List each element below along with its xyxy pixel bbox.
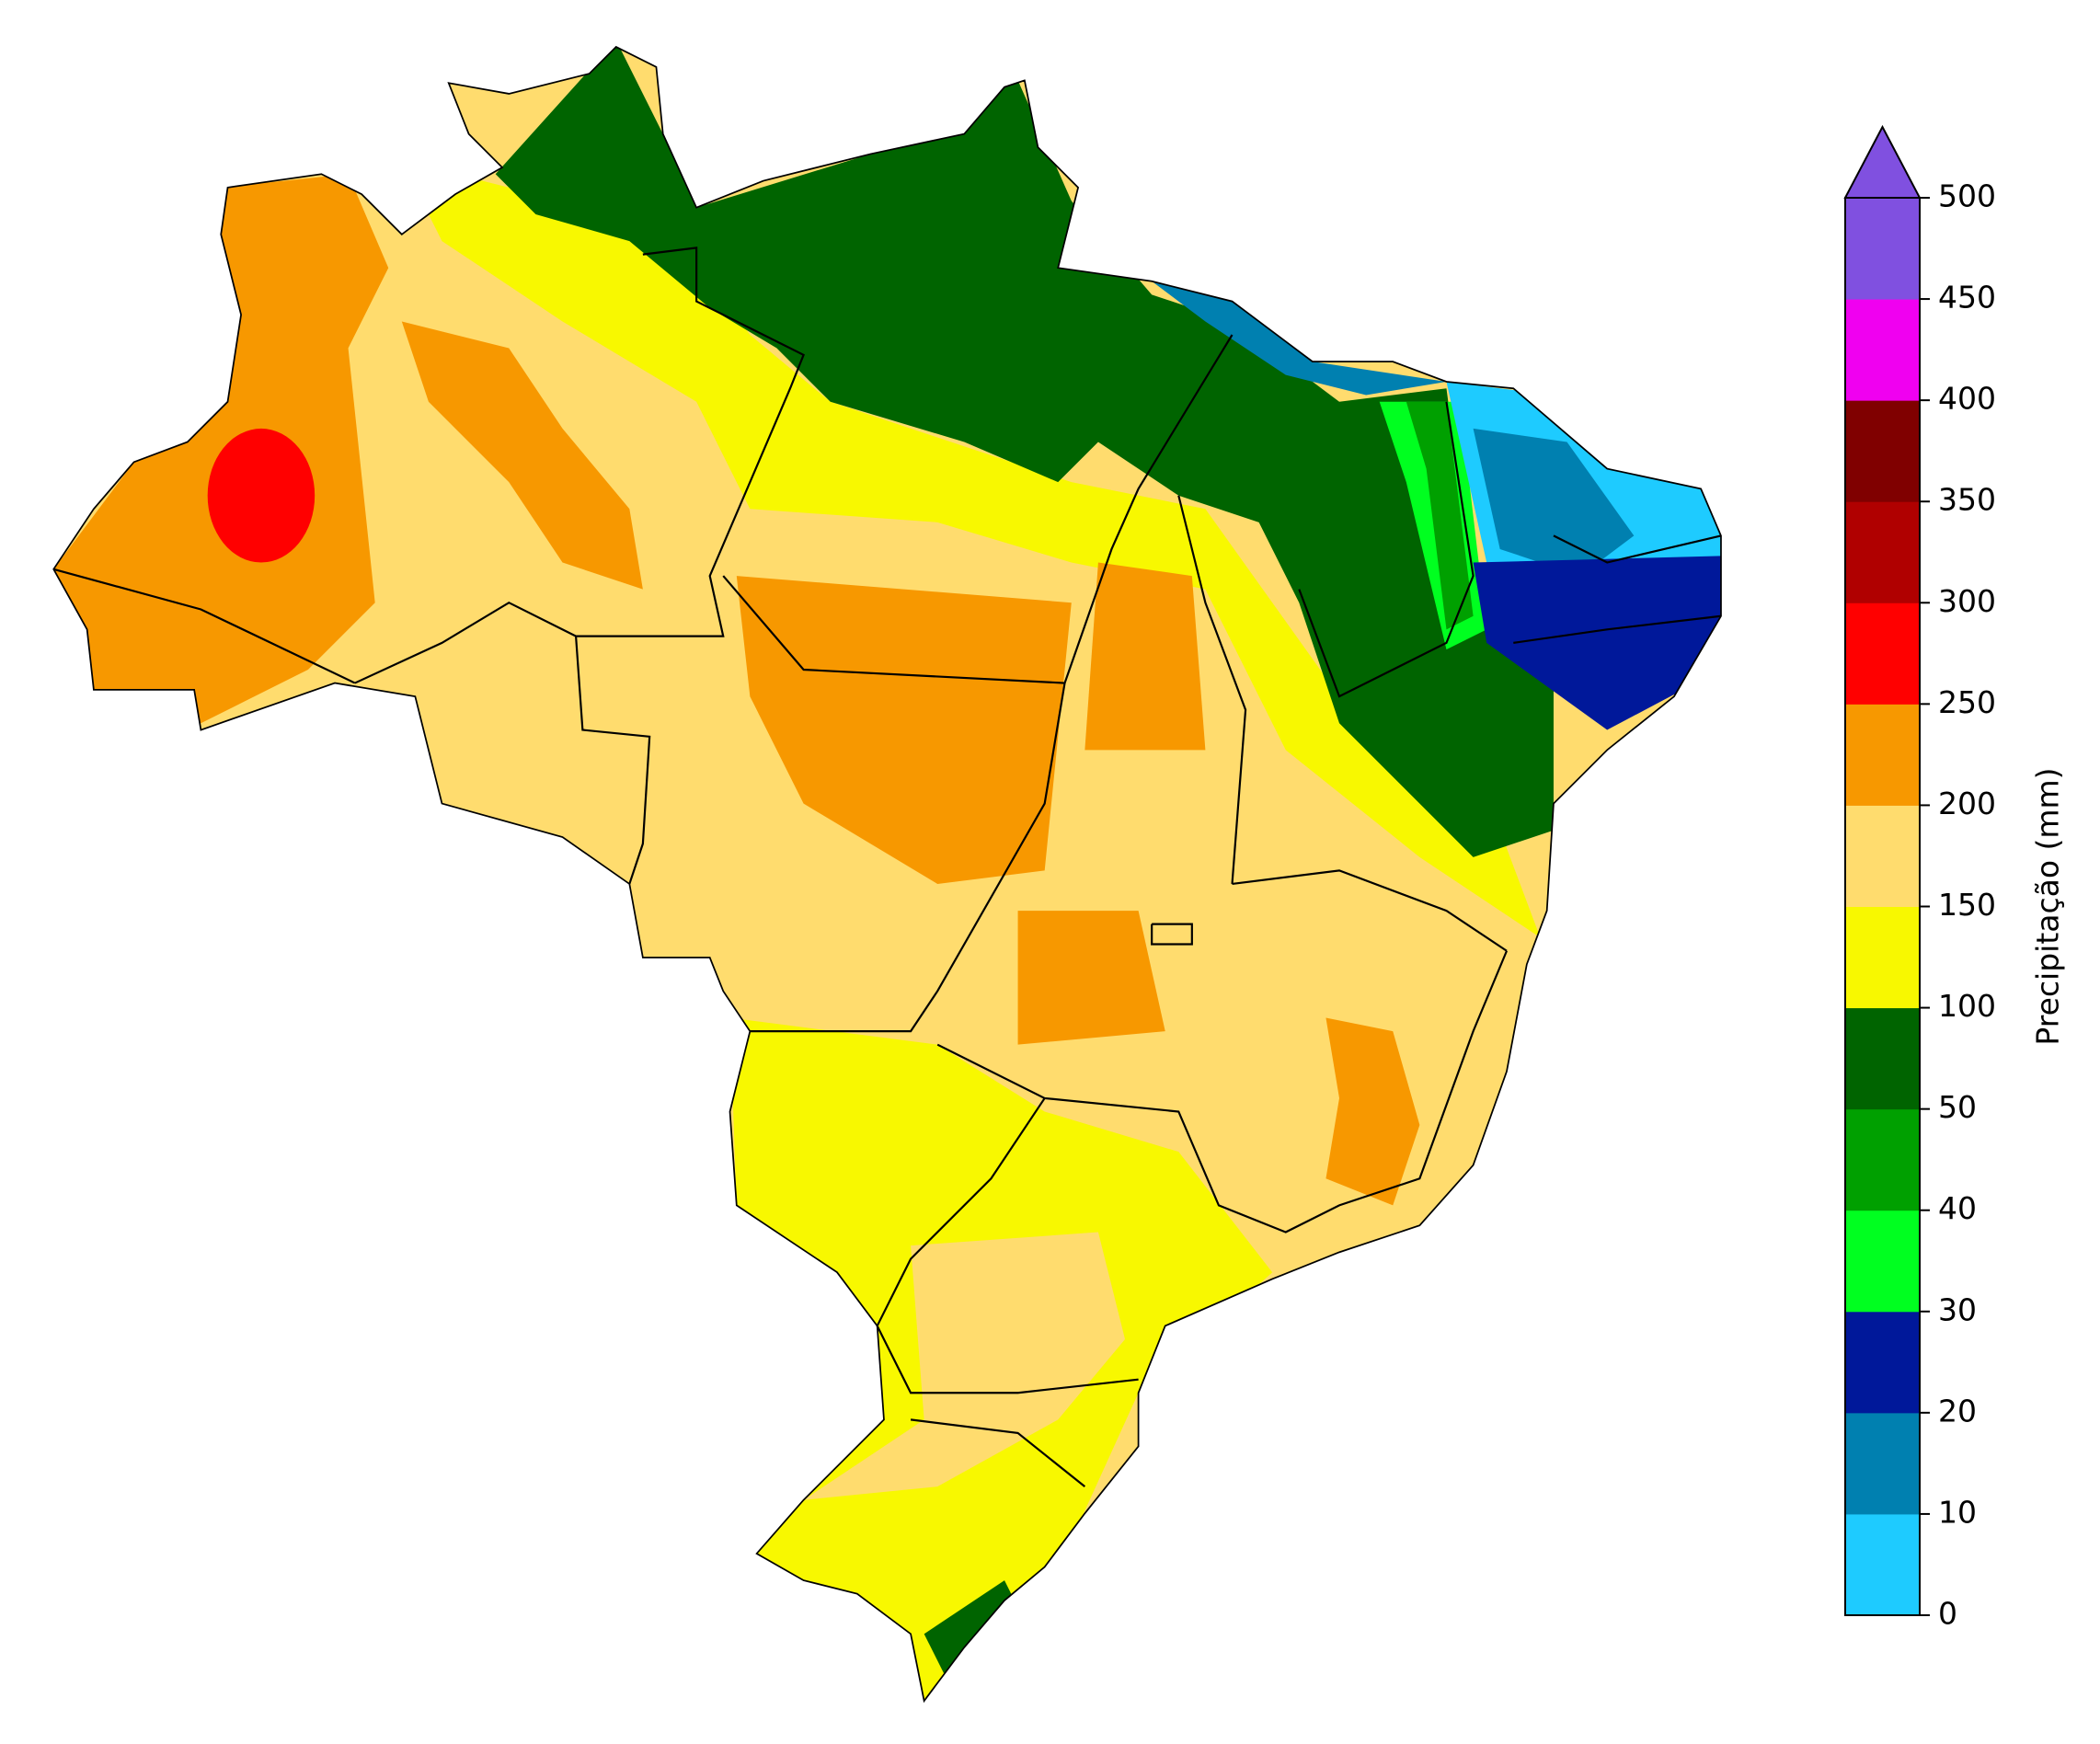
colorbar-segment xyxy=(1845,602,1920,705)
field-region xyxy=(1017,911,1165,1045)
colorbar-segment xyxy=(1845,1108,1920,1211)
colorbar-tick-label: 10 xyxy=(1938,1494,1977,1530)
colorbar-label: Precipitação (mm) xyxy=(2030,767,2066,1045)
state-border xyxy=(1513,614,1722,644)
state-border xyxy=(750,683,1066,1033)
colorbar-tick-label: 250 xyxy=(1938,684,1996,720)
field-region xyxy=(207,428,316,563)
field-region xyxy=(1152,281,1447,396)
state-border xyxy=(876,1097,1139,1394)
colorbar-segment xyxy=(1845,1007,1920,1110)
colorbar-segment xyxy=(1845,1513,1920,1616)
colorbar-tick-label: 200 xyxy=(1938,786,1996,821)
colorbar-tick-label: 100 xyxy=(1938,988,1996,1024)
map xyxy=(52,45,1722,1704)
colorbar-tick-label: 40 xyxy=(1938,1190,1977,1226)
country-outline xyxy=(52,45,1722,1704)
colorbar-tick-label: 150 xyxy=(1938,887,1996,923)
colorbar-segment xyxy=(1845,501,1920,603)
colorbar-segment xyxy=(1845,704,1920,806)
colorbar-extend-arrow xyxy=(1843,124,1922,199)
state-border xyxy=(1151,923,1193,946)
colorbar-tick-label: 300 xyxy=(1938,583,1996,619)
colorbar-segment xyxy=(1845,906,1920,1009)
field-region xyxy=(1473,428,1635,577)
state-border xyxy=(52,568,356,684)
colorbar-tick-label: 400 xyxy=(1938,381,1996,417)
state-border xyxy=(722,334,1234,684)
field-region xyxy=(803,1232,1126,1500)
field-region xyxy=(1473,556,1721,730)
state-border xyxy=(936,950,1509,1233)
field-region xyxy=(736,576,1072,884)
field-region xyxy=(1084,562,1206,751)
state-border xyxy=(910,1418,1086,1488)
colorbar-tick-label: 50 xyxy=(1938,1089,1977,1125)
colorbar-tick-label: 350 xyxy=(1938,482,1996,518)
colorbar-segment xyxy=(1845,1210,1920,1313)
field-region xyxy=(53,174,389,724)
state-border xyxy=(354,247,805,684)
colorbar-tick-label: 20 xyxy=(1938,1393,1977,1428)
state-border xyxy=(1553,534,1722,564)
colorbar-tick-label: 0 xyxy=(1938,1596,1957,1632)
precipitation-field xyxy=(53,46,1721,1702)
state-borders xyxy=(52,247,1722,1488)
state-border xyxy=(574,636,651,885)
colorbar-tick-label: 450 xyxy=(1938,280,1996,316)
state-border xyxy=(1232,869,1508,952)
colorbar-tick-label: 500 xyxy=(1938,178,1996,214)
colorbar-segment xyxy=(1845,198,1920,300)
field-region xyxy=(495,46,1554,857)
field-region xyxy=(401,321,643,590)
colorbar-tick-label: 30 xyxy=(1938,1291,1977,1327)
colorbar-segment xyxy=(1845,805,1920,907)
field-region xyxy=(1406,401,1474,630)
field-region xyxy=(1325,1017,1420,1206)
colorbar-segment xyxy=(1845,1311,1920,1414)
colorbar-segment xyxy=(1845,400,1920,502)
colorbar-segment xyxy=(1845,1412,1920,1515)
colorbar-segment xyxy=(1845,299,1920,401)
field-region xyxy=(401,160,1541,938)
colorbar: 0 10 20 30 40 50 100 150 200 250 300 350 400 450 500 Pr… xyxy=(1843,124,2066,1632)
state-border xyxy=(1298,401,1475,698)
state-border xyxy=(1177,495,1247,885)
